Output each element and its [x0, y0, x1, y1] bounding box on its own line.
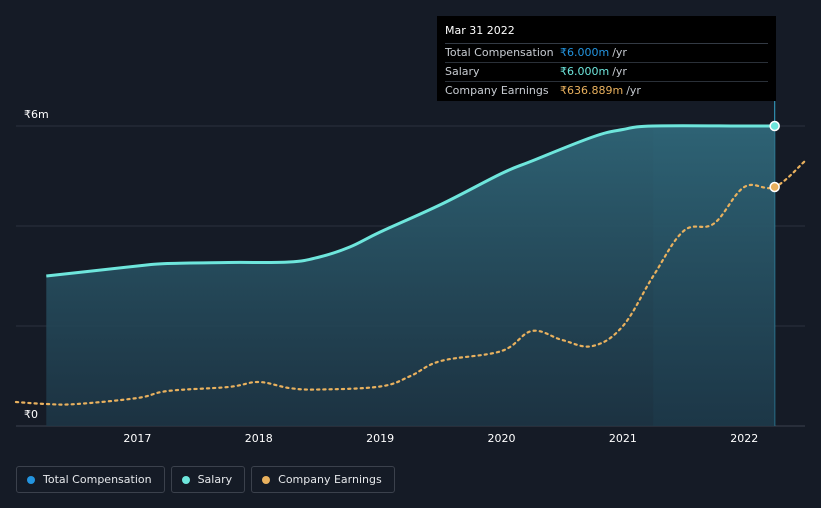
x-tick-label: 2017: [123, 432, 151, 445]
area-layer: [46, 125, 775, 426]
tooltip-value: ₹636.889m: [560, 84, 624, 97]
x-tick-label: 2020: [488, 432, 516, 445]
x-tick-label: 2022: [730, 432, 758, 445]
tooltip-label: Total Compensation: [445, 46, 554, 59]
chart-tooltip: Mar 31 2022 Total Compensation ₹6.000m /…: [437, 16, 776, 101]
tooltip-label: Company Earnings: [445, 84, 549, 97]
legend-dot-icon: [262, 475, 271, 484]
salary-marker: [769, 120, 780, 132]
series-line-company-earnings: [14, 159, 807, 406]
x-tick-label: 2018: [245, 432, 273, 445]
x-tick-label: 2019: [366, 432, 394, 445]
marker-layer: [769, 120, 780, 193]
tooltip-value: ₹6.000m: [560, 46, 610, 59]
axis-labels: ₹6m ₹0 2017 2018 2019 2020 2021 2022: [24, 108, 758, 445]
chart-legend: Total Compensation Salary Company Earnin…: [16, 466, 395, 493]
tooltip-row-company-earnings: Company Earnings ₹636.889m /yr: [445, 82, 768, 100]
tooltip-date: Mar 31 2022: [445, 23, 768, 44]
tooltip-unit: /yr: [612, 65, 627, 78]
legend-label: Company Earnings: [278, 473, 382, 486]
tooltip-row-total-compensation: Total Compensation ₹6.000m /yr: [445, 44, 768, 63]
y-tick-label: ₹0: [24, 408, 38, 421]
y-tick-label: ₹6m: [24, 108, 49, 121]
earnings-marker: [769, 181, 780, 193]
legend-label: Total Compensation: [43, 473, 152, 486]
legend-label: Salary: [197, 473, 233, 486]
x-tick-label: 2021: [609, 432, 637, 445]
tooltip-unit: /yr: [626, 84, 641, 97]
legend-item-total-compensation[interactable]: Total Compensation: [16, 466, 165, 493]
legend-item-company-earnings[interactable]: Company Earnings: [251, 466, 395, 493]
series-line-salary: [46, 124, 775, 278]
line-layer: [14, 124, 807, 406]
tooltip-row-salary: Salary ₹6.000m /yr: [445, 63, 768, 82]
legend-dot-icon: [27, 475, 35, 484]
tooltip-unit: /yr: [612, 46, 627, 59]
tooltip-label: Salary: [445, 65, 480, 78]
legend-dot-icon: [181, 475, 190, 484]
salary-area: [46, 125, 775, 426]
tooltip-value: ₹6.000m: [560, 65, 610, 78]
legend-item-salary[interactable]: Salary: [170, 466, 246, 493]
